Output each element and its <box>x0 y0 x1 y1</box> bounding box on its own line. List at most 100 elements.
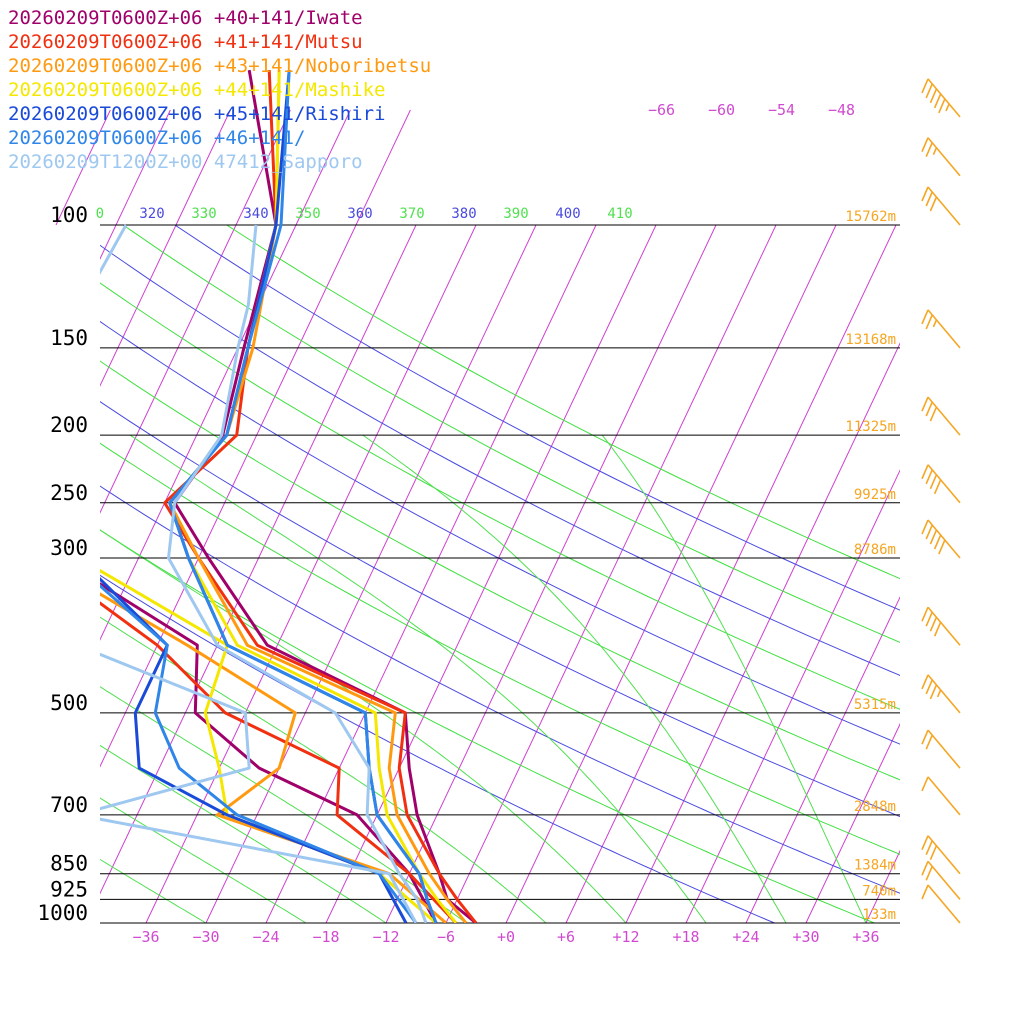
temperature-tick-label: +30 <box>792 928 819 946</box>
legend-entry: 20260209T0600Z+06 +44+141/Mashike <box>8 79 386 101</box>
isotherm-line <box>505 225 837 923</box>
theta-label: 330 <box>191 206 216 222</box>
temperature-tick-label: +18 <box>672 928 699 946</box>
theta-label: 320 <box>139 206 164 222</box>
isotherm-line <box>235 109 291 226</box>
upper-temperature-label: −66 <box>648 101 675 119</box>
temperature-tick-label: +36 <box>852 928 879 946</box>
dry-adiabat-line <box>100 485 900 894</box>
theta-label: 390 <box>503 206 528 222</box>
pressure-label: 100 <box>50 203 88 227</box>
theta-label: 410 <box>607 206 632 222</box>
wind-barb <box>921 729 961 769</box>
dry-adiabat-line <box>100 442 900 855</box>
isotherm-line <box>100 225 237 514</box>
pressure-label: 250 <box>50 481 88 505</box>
wind-barb <box>921 606 961 646</box>
isotherm-line <box>295 109 351 226</box>
moist-adiabat-line <box>100 529 627 923</box>
height-label: 11325m <box>845 419 896 435</box>
pressure-label: 700 <box>50 793 88 817</box>
dewpoint-line <box>100 601 458 923</box>
temperature-tick-label: +24 <box>732 928 759 946</box>
isotherm-line <box>926 225 1024 923</box>
temperature-tick-label: −36 <box>132 928 159 946</box>
pressure-label: 500 <box>50 691 88 715</box>
wind-barb <box>921 309 961 349</box>
temperature-line <box>167 224 428 923</box>
dry-adiabat-line <box>100 244 900 676</box>
soundings <box>100 69 478 923</box>
temperature-tick-label: −18 <box>312 928 339 946</box>
wind-barb <box>921 519 961 559</box>
isotherm-line <box>265 225 597 923</box>
isotherm-line <box>685 469 900 923</box>
isotherm-line <box>565 225 897 923</box>
pressure-label: 300 <box>50 536 88 560</box>
theta-label: 340 <box>243 206 268 222</box>
height-label: 133m <box>862 907 896 923</box>
isotherm-line <box>175 109 231 226</box>
grid-layer <box>0 225 1024 923</box>
moist-adiabat-line <box>362 434 787 923</box>
pressure-label: 150 <box>50 326 88 350</box>
isotherm-line <box>986 225 1024 923</box>
isotherm-line <box>325 225 657 923</box>
legend-entry: 20260209T0600Z+06 +43+141/Noboribetsu <box>8 55 431 77</box>
temperature-tick-label: +6 <box>557 928 575 946</box>
height-label: 15762m <box>845 209 896 225</box>
temperature-tick-label: +0 <box>497 928 515 946</box>
pressure-label: 850 <box>50 852 88 876</box>
isotherm-line <box>355 109 411 226</box>
theta-label: 350 <box>295 206 320 222</box>
legend-entry: 20260209T1200Z+00 47412_Sapporo <box>8 151 363 173</box>
temperature-tick-label: +12 <box>612 928 639 946</box>
dry-adiabat-line <box>174 225 900 611</box>
height-label: 8786m <box>854 542 896 558</box>
dry-adiabat-line <box>100 320 900 745</box>
wind-barbs <box>921 78 961 924</box>
theta-label: 400 <box>555 206 580 222</box>
pressure-label: 200 <box>50 413 88 437</box>
isotherm-line <box>625 342 900 923</box>
legend: 20260209T0600Z+06 +40+141/Iwate20260209T… <box>8 7 431 173</box>
isotherm-line <box>100 225 177 387</box>
wind-barb <box>921 186 961 226</box>
dry-adiabat-line <box>100 360 900 781</box>
upper-temperature-label: −60 <box>708 101 735 119</box>
wind-barb <box>921 776 961 816</box>
wind-barb <box>921 78 961 118</box>
isotherm-line <box>55 109 111 226</box>
wind-barb <box>921 860 961 900</box>
moist-adiabat-line <box>601 434 867 923</box>
pressure-label: 925 <box>50 877 88 901</box>
isotherm-line <box>745 596 900 923</box>
dry-adiabat-line <box>226 225 900 580</box>
height-label: 1384m <box>854 858 896 874</box>
temperature-tick-label: −24 <box>252 928 279 946</box>
theta-label: 360 <box>347 206 372 222</box>
isotherm-line <box>145 225 477 923</box>
temperature-line <box>168 70 438 923</box>
isotherm-line <box>0 225 56 923</box>
upper-temperature-label: −54 <box>768 101 795 119</box>
temperature-tick-label: −30 <box>192 928 219 946</box>
temperature-line <box>168 70 468 923</box>
height-label: 13168m <box>845 332 896 348</box>
height-label: 5315m <box>854 697 896 713</box>
height-label: 740m <box>862 883 896 899</box>
wind-barb <box>921 464 961 504</box>
legend-entry: 20260209T0600Z+06 +41+141/Mutsu <box>8 31 363 53</box>
moist-adiabat-line <box>100 797 307 923</box>
dewpoint-line <box>100 583 418 923</box>
moist-adiabat-line <box>100 744 387 923</box>
legend-entry: 20260209T0600Z+06 +46+141/ <box>8 127 305 149</box>
temperature-line <box>168 69 438 923</box>
wind-barb <box>921 674 961 714</box>
wind-barb <box>921 835 961 875</box>
isotherm-line <box>385 225 717 923</box>
theta-label: 0 <box>96 206 104 222</box>
temperature-tick-label: −6 <box>437 928 455 946</box>
